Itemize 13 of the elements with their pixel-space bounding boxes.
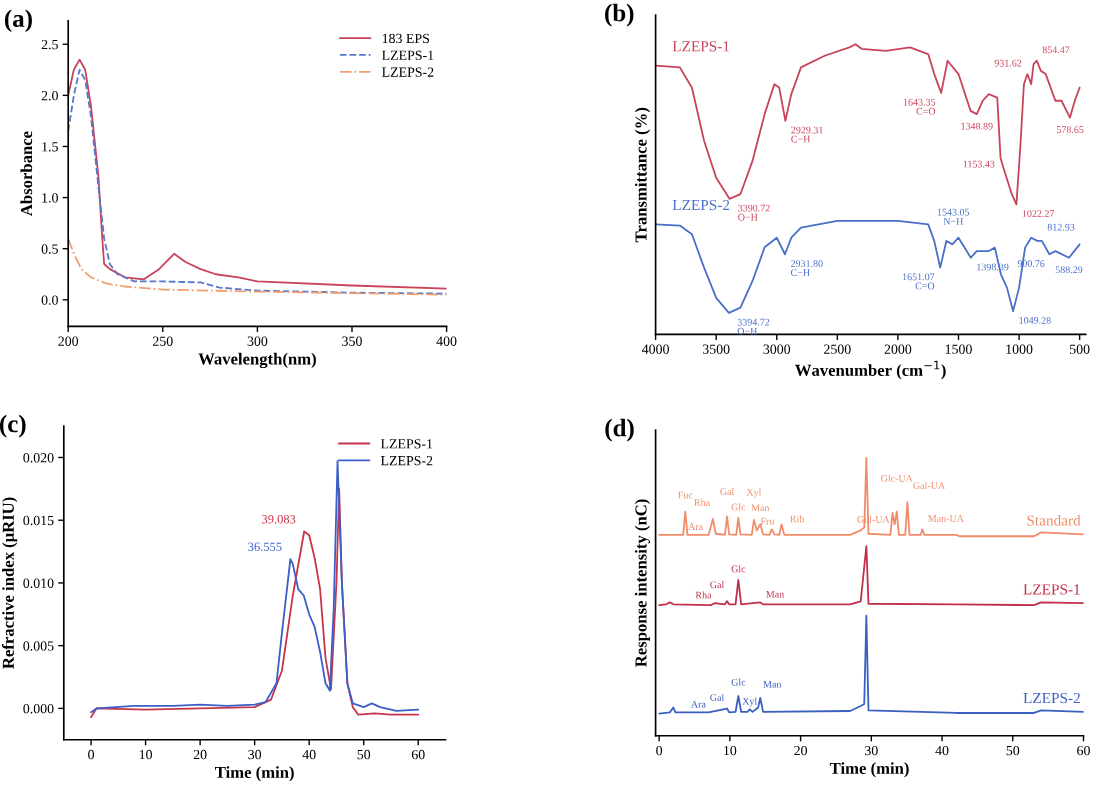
y-axis-title: Refractive index (μRIU) [1,497,18,669]
chart-title: (a) [4,9,32,33]
x-axis-title: Time (min) [215,766,294,782]
y-axis-title: Absorbance [20,131,33,216]
x-axis-title: Time (min) [829,762,909,778]
x-axis-title: Wavelength(nm) [198,352,316,369]
line-series [68,237,447,296]
chart-title: (d) [605,418,634,442]
chart-title: (c) [0,414,26,438]
y-axis-title: Transmittance (%) [634,107,651,243]
x-axis-title: Wavenumber (cm$^{−1}$) [795,360,946,380]
y-axis-title: Response intensity (nC) [634,499,651,667]
chart-title: (b) [605,3,634,27]
